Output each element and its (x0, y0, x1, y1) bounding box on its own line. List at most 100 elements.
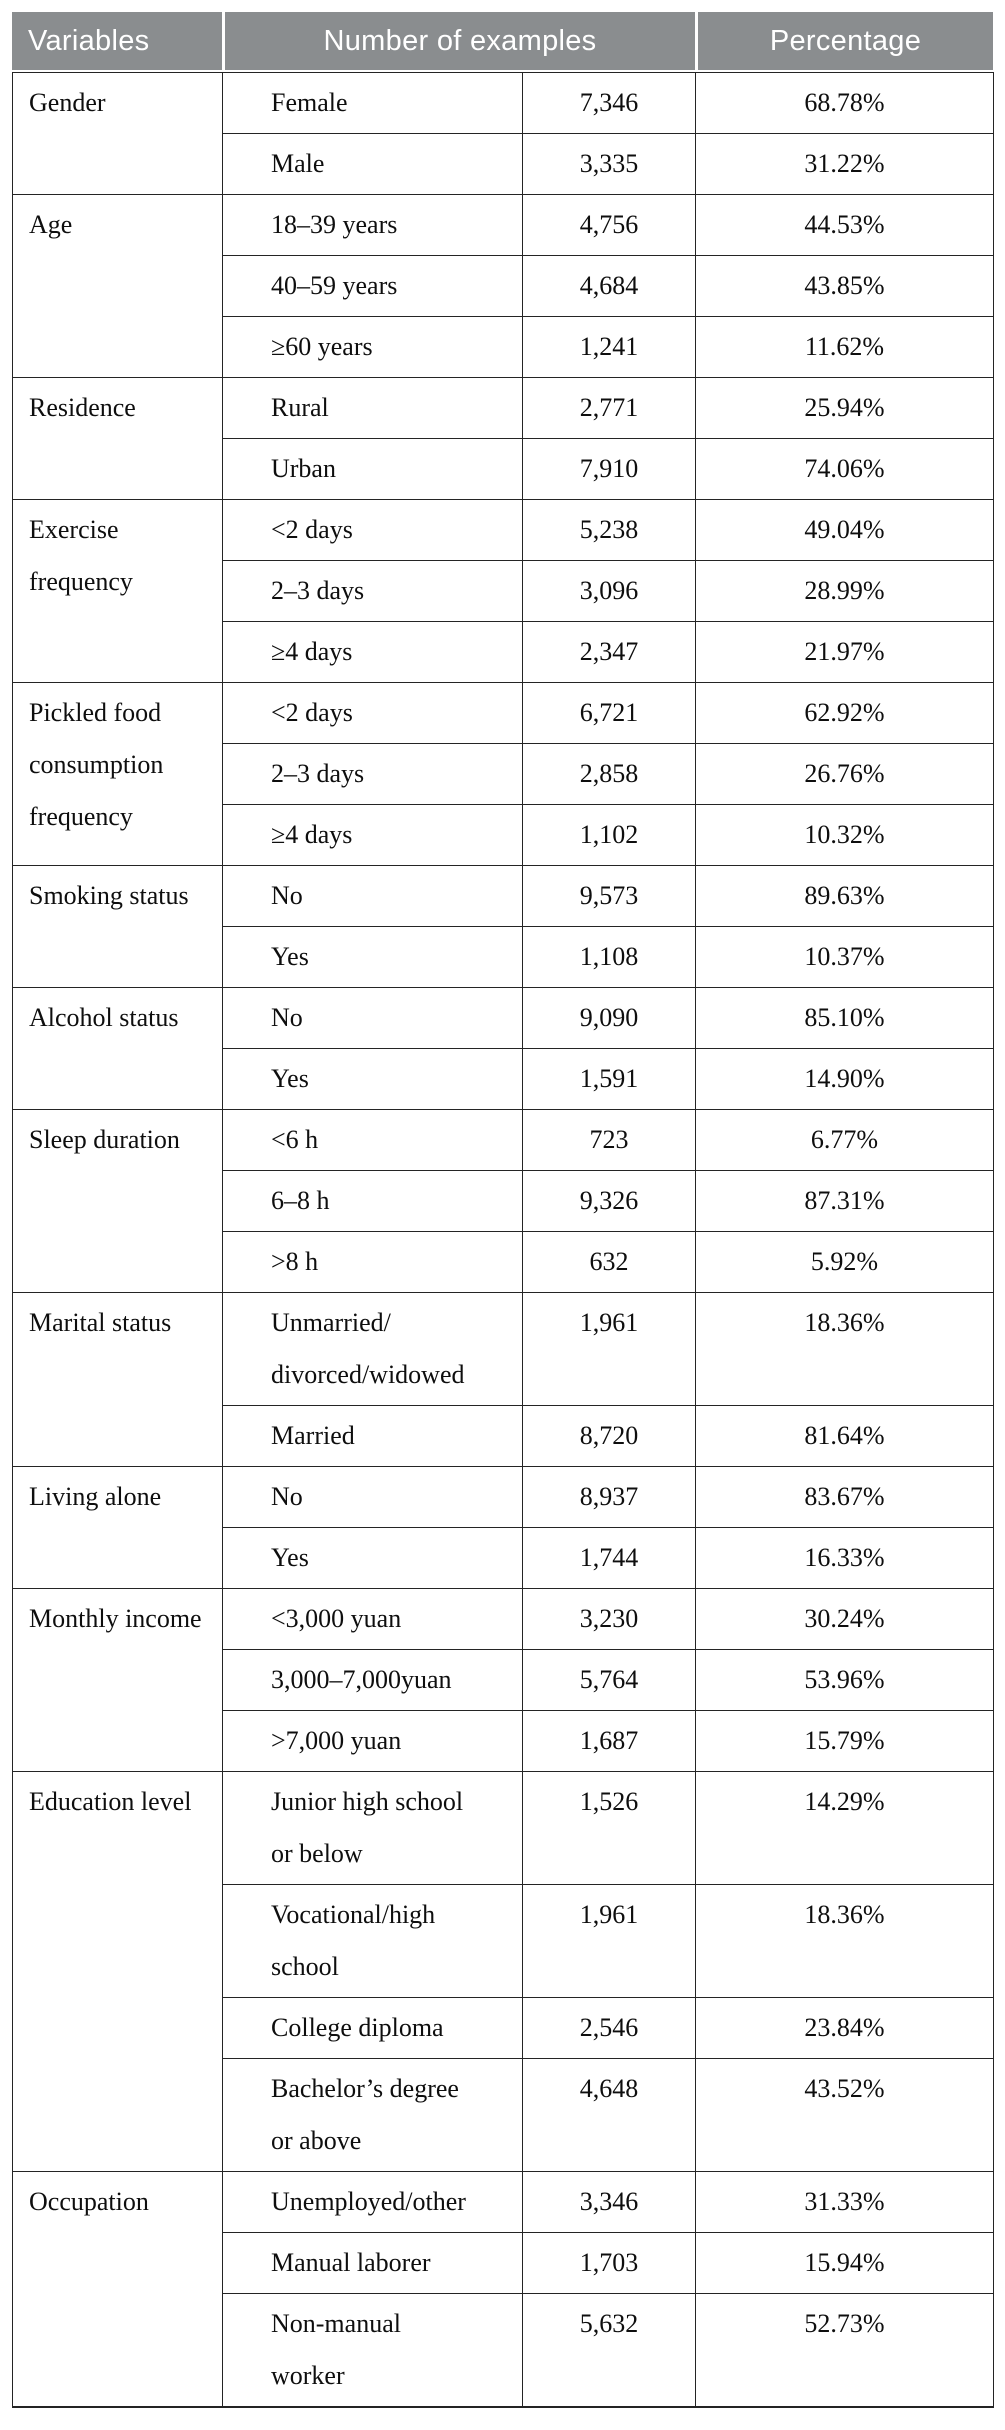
count-cell: 7,346 (522, 72, 696, 134)
percentage-cell: 26.76% (695, 743, 994, 805)
header-variables: Variables (12, 12, 222, 70)
percentage-cell: 44.53% (695, 194, 994, 256)
count-cell: 4,684 (522, 255, 696, 317)
variable-cell: Residence (12, 377, 223, 500)
count-cell: 1,102 (522, 804, 696, 866)
count-cell: 4,756 (522, 194, 696, 256)
table-row: >8 h 632 5.92% (13, 1231, 994, 1293)
table-row: Yes 1,744 16.33% (13, 1527, 994, 1589)
percentage-cell: 83.67% (695, 1466, 994, 1528)
variable-cell: Education level (12, 1771, 223, 2172)
category-cell: Urban (222, 438, 523, 500)
percentage-cell: 16.33% (695, 1527, 994, 1589)
category-cell: ≥4 days (222, 804, 523, 866)
table-row: Vocational/high school 1,961 18.36% (13, 1884, 994, 1998)
table-row: Male 3,335 31.22% (13, 133, 994, 195)
category-cell: 2–3 days (222, 743, 523, 805)
category-cell: ≥60 years (222, 316, 523, 378)
category-cell: ≥4 days (222, 621, 523, 683)
percentage-cell: 53.96% (695, 1649, 994, 1711)
percentage-cell: 15.79% (695, 1710, 994, 1772)
count-cell: 5,632 (522, 2293, 696, 2408)
percentage-cell: 18.36% (695, 1292, 994, 1406)
percentage-cell: 14.29% (695, 1771, 994, 1885)
category-cell: 40–59 years (222, 255, 523, 317)
table-row: College diploma 2,546 23.84% (13, 1997, 994, 2059)
percentage-cell: 62.92% (695, 682, 994, 744)
percentage-cell: 14.90% (695, 1048, 994, 1110)
table-row: Bachelor’s degree or above 4,648 43.52% (13, 2058, 994, 2172)
count-cell: 9,326 (522, 1170, 696, 1232)
header-number-of-examples: Number of examples (225, 12, 695, 70)
percentage-cell: 15.94% (695, 2232, 994, 2294)
table-body: Gender Female 7,346 68.78% Male 3,335 31.22% Ag… (12, 72, 994, 2408)
variable-cell: Smoking status (12, 865, 223, 988)
percentage-cell: 81.64% (695, 1405, 994, 1467)
table-row: Married 8,720 81.64% (13, 1405, 994, 1467)
category-cell: Yes (222, 926, 523, 988)
header-percentage: Percentage (698, 12, 993, 70)
count-cell: 1,703 (522, 2232, 696, 2294)
variable-cell: Occupation (12, 2171, 223, 2408)
count-cell: 8,720 (522, 1405, 696, 1467)
percentage-cell: 10.37% (695, 926, 994, 988)
category-cell: No (222, 865, 523, 927)
count-cell: 2,858 (522, 743, 696, 805)
count-cell: 1,744 (522, 1527, 696, 1589)
table-row: Manual laborer 1,703 15.94% (13, 2232, 994, 2294)
category-cell: 18–39 years (222, 194, 523, 256)
category-cell: >7,000 yuan (222, 1710, 523, 1772)
percentage-cell: 6.77% (695, 1109, 994, 1171)
percentage-cell: 23.84% (695, 1997, 994, 2059)
category-cell: Male (222, 133, 523, 195)
table-row: Marital status Unmarried/ divorced/widowe… (12, 1292, 994, 1467)
percentage-cell: 18.36% (695, 1884, 994, 1998)
table-row: Gender Female 7,346 68.78% (12, 72, 994, 195)
variable-cell: Exercise frequency (12, 499, 223, 683)
percentage-cell: 89.63% (695, 865, 994, 927)
count-cell: 8,937 (522, 1466, 696, 1528)
count-cell: 1,687 (522, 1710, 696, 1772)
variable-cell: Age (12, 194, 223, 378)
percentage-cell: 10.32% (695, 804, 994, 866)
count-cell: 7,910 (522, 438, 696, 500)
category-cell: Yes (222, 1527, 523, 1589)
table-row: Education level Junior high school or bel… (12, 1771, 994, 2172)
variable-cell: Sleep duration (12, 1109, 223, 1293)
count-cell: 723 (522, 1109, 696, 1171)
table-row: Yes 1,108 10.37% (13, 926, 994, 988)
table-row: ≥60 years 1,241 11.62% (13, 316, 994, 378)
percentage-cell: 43.85% (695, 255, 994, 317)
count-cell: 3,096 (522, 560, 696, 622)
category-cell: 6–8 h (222, 1170, 523, 1232)
category-cell: 3,000–7,000yuan (222, 1649, 523, 1711)
category-cell: <6 h (222, 1109, 523, 1171)
variable-cell: Gender (12, 72, 223, 195)
percentage-cell: 52.73% (695, 2293, 994, 2408)
category-cell: <2 days (222, 499, 523, 561)
count-cell: 1,241 (522, 316, 696, 378)
category-cell: Junior high school or below (222, 1771, 523, 1885)
count-cell: 1,591 (522, 1048, 696, 1110)
count-cell: 3,335 (522, 133, 696, 195)
count-cell: 9,573 (522, 865, 696, 927)
table-row: Sleep duration <6 h 723 6.77% (12, 1109, 994, 1293)
percentage-cell: 74.06% (695, 438, 994, 500)
table-row: Alcohol status No 9,090 85.10% (12, 987, 994, 1110)
table-row: Smoking status No 9,573 89.63% (12, 865, 994, 988)
count-cell: 3,346 (522, 2171, 696, 2233)
category-cell: <2 days (222, 682, 523, 744)
table-row: Residence Rural 2,771 25.94% (12, 377, 994, 500)
count-cell: 1,526 (522, 1771, 696, 1885)
table-row: Living alone No 8,937 83.67% (12, 1466, 994, 1589)
count-cell: 2,347 (522, 621, 696, 683)
count-cell: 2,546 (522, 1997, 696, 2059)
count-cell: 4,648 (522, 2058, 696, 2172)
table-row: ≥4 days 2,347 21.97% (13, 621, 994, 683)
count-cell: 1,108 (522, 926, 696, 988)
table-grid: Gender Female 7,346 68.78% Male 3,335 31.22% Ag… (12, 72, 994, 2408)
category-cell: <3,000 yuan (222, 1588, 523, 1650)
percentage-cell: 87.31% (695, 1170, 994, 1232)
variable-cell: Alcohol status (12, 987, 223, 1110)
count-cell: 5,764 (522, 1649, 696, 1711)
